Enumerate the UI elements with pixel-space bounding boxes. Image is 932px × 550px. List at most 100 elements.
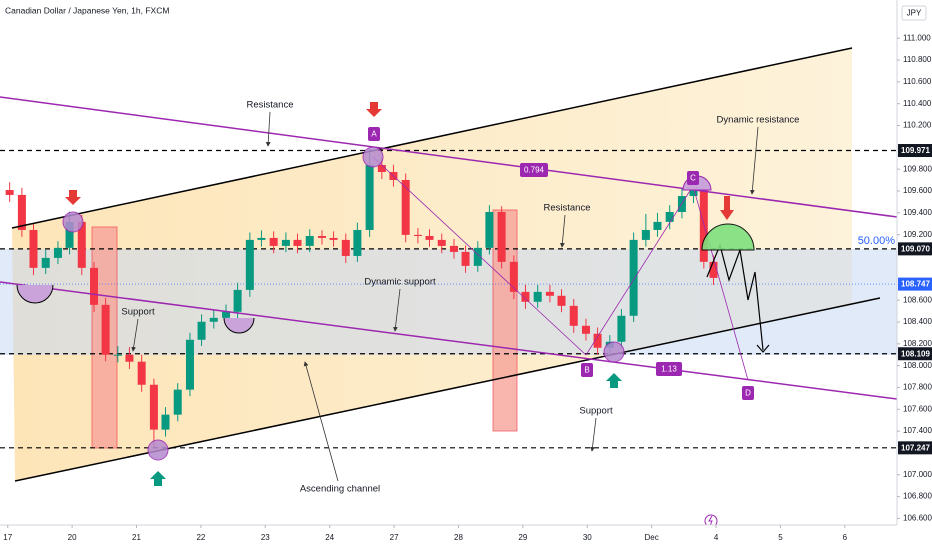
candle-body <box>161 414 170 430</box>
candle-body <box>77 221 86 268</box>
candle-body <box>222 311 231 318</box>
harmonic-lines <box>372 156 749 381</box>
candle-body <box>65 221 74 248</box>
ratio-box <box>656 362 682 376</box>
last-price-tag <box>898 277 932 291</box>
price-tag-label: 107.247 <box>901 443 930 452</box>
candle-body <box>545 291 554 296</box>
y-tick-label: 110.600 <box>903 77 932 86</box>
candle-body <box>689 185 698 197</box>
channel-upper <box>11 47 853 229</box>
x-tick-label: 22 <box>196 533 205 542</box>
candle-body <box>29 229 38 268</box>
y-tick-label: 109.600 <box>903 186 932 195</box>
price-tag <box>898 441 932 455</box>
candle-body <box>185 339 194 390</box>
pointer <box>749 126 759 195</box>
candle-body <box>317 235 326 238</box>
annotation: Resistance <box>247 100 294 111</box>
y-tick-label: 110.800 <box>903 55 932 64</box>
candle-body <box>401 179 410 235</box>
y-tick-label: 108.400 <box>903 317 932 326</box>
y-tick-label: 110.200 <box>903 121 932 130</box>
candle-body <box>269 237 278 246</box>
pivot-circle <box>147 439 169 461</box>
y-tick-label: 110.400 <box>903 99 932 108</box>
y-tick-label: 107.000 <box>903 470 932 479</box>
candle-body <box>653 221 662 230</box>
pointer <box>559 214 566 248</box>
price-axis <box>897 0 932 550</box>
fib-label: 50.00% <box>858 235 896 247</box>
ratio-box <box>520 163 548 177</box>
ratio-label: 1.13 <box>661 365 677 374</box>
candle-body <box>665 211 674 222</box>
point-label: B <box>584 366 589 375</box>
candle-body <box>257 237 266 240</box>
arc <box>16 284 54 304</box>
currency: JPY <box>907 9 922 18</box>
y-tick-label: 109.200 <box>903 230 932 239</box>
pivot-circle <box>362 146 384 168</box>
candle-body <box>533 291 542 302</box>
annotation: Ascending channel <box>300 484 380 495</box>
candle-body <box>629 239 638 316</box>
price-tag <box>898 144 932 158</box>
x-tick-label: 28 <box>454 533 463 542</box>
pivot-circle <box>62 211 84 233</box>
x-tick-label: 5 <box>778 533 783 542</box>
time-axis <box>0 525 897 550</box>
price-tag <box>898 347 932 361</box>
candle-body <box>425 235 434 240</box>
candle-body <box>413 234 422 236</box>
projection-arrow <box>756 344 770 353</box>
y-tick-label: 107.800 <box>903 383 932 392</box>
y-tick-label: 107.400 <box>903 426 932 435</box>
down-arrow <box>366 102 382 117</box>
currency-box[interactable] <box>901 5 927 21</box>
x-tick-label: 21 <box>132 533 141 542</box>
pointer <box>393 288 401 332</box>
candle-body <box>509 261 518 292</box>
point-box <box>687 171 699 185</box>
last-price-label: 108.747 <box>901 280 930 289</box>
descending-upper <box>0 96 898 218</box>
candle-body <box>365 165 374 230</box>
y-tick-label: 109.800 <box>903 164 932 173</box>
pointer <box>590 417 597 452</box>
annotation: Resistance <box>544 203 591 214</box>
candle-body <box>209 317 218 322</box>
candle-body <box>5 190 14 195</box>
candle-body <box>497 211 506 262</box>
candle-body <box>305 235 314 246</box>
price-tag <box>898 242 932 256</box>
point-label: C <box>690 174 696 183</box>
pointer <box>131 318 139 352</box>
candle-body <box>293 239 302 246</box>
candle-body <box>329 237 338 240</box>
x-tick-label: 20 <box>68 533 77 542</box>
candle-body <box>521 291 530 302</box>
candle-body <box>17 194 26 230</box>
price-tag-label: 109.070 <box>901 244 930 253</box>
annotation: Support <box>121 307 155 318</box>
candle-body <box>569 305 578 326</box>
x-tick-label: 17 <box>3 533 12 542</box>
price-tag-label: 108.109 <box>901 349 930 358</box>
candle-body <box>149 384 158 430</box>
x-tick-label: Dec <box>645 533 659 542</box>
candle-body <box>101 304 110 355</box>
candle-body <box>53 247 62 258</box>
x-tick-label: 30 <box>583 533 592 542</box>
x-tick-label: 23 <box>261 533 270 542</box>
point-box <box>742 386 754 400</box>
candle-body <box>709 261 718 278</box>
y-tick-label: 106.800 <box>903 492 932 501</box>
y-tick-label: 107.600 <box>903 404 932 413</box>
up-arrow <box>606 373 622 388</box>
arc <box>223 317 255 334</box>
candle-body <box>113 354 122 356</box>
point-box <box>368 127 380 141</box>
